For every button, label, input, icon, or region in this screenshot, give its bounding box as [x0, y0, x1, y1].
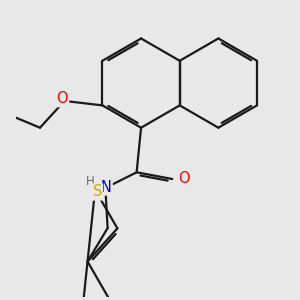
Text: O: O — [56, 91, 68, 106]
Text: S: S — [93, 184, 102, 200]
Text: N: N — [101, 179, 112, 194]
Text: H: H — [85, 175, 94, 188]
Text: O: O — [178, 172, 189, 187]
